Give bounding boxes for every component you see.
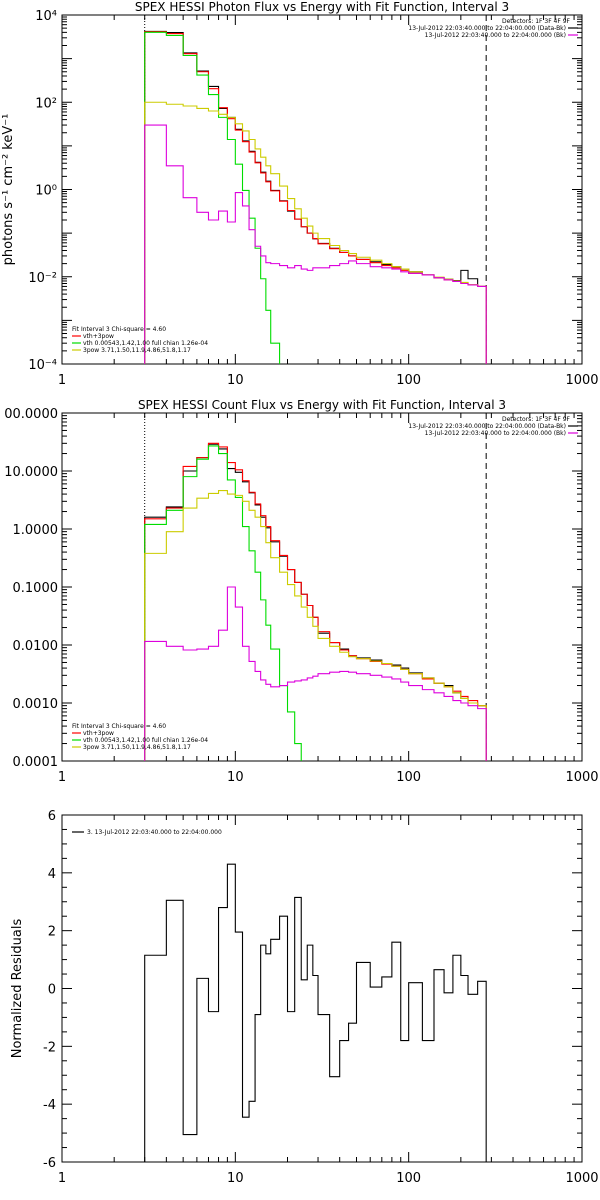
y-tick-label: -4 [43, 1098, 56, 1113]
y-tick-label: 2 [48, 925, 56, 940]
legend-fit-interval: Fit Interval 3 Chi-square = 4.60 [72, 723, 166, 730]
series-line-3pow [144, 101, 487, 364]
series-group [144, 863, 487, 1162]
y-tick-label: 0.0001 [13, 755, 59, 770]
x-tick-label: 10 [227, 373, 244, 388]
y-tick-label: 0.1000 [13, 581, 59, 596]
x-tick-label: 100 [396, 770, 421, 785]
y-tick-label: -6 [43, 1156, 56, 1171]
y-tick-label: 10⁻⁴ [28, 358, 57, 373]
y-tick-label: 0.0010 [13, 697, 59, 712]
legend-interval-entry: 13-Jul-2012 22:03:40.000 to 22:04:00.000… [425, 32, 566, 39]
legend-fit-component: 3pow 3.71,1.50,11.9,4.86,51.8,1.17 [83, 347, 191, 354]
legend-fit-component: vth 0.00543,1.42,1.00 full chian 1.26e-0… [83, 737, 208, 744]
x-tick-label: 10 [227, 1171, 244, 1186]
y-tick-label: 6 [48, 809, 56, 824]
y-tick-label: 10⁴ [35, 9, 57, 24]
plot-frame [61, 412, 583, 762]
legend-fit-component: 3pow 3.71,1.50,11.9,4.86,51.8,1.17 [83, 744, 191, 751]
series-line-bk [144, 586, 487, 761]
chart-title: SPEX HESSI Photon Flux vs Energy with Fi… [135, 0, 509, 14]
y-axis-label: Normalized Residuals [10, 919, 25, 1059]
x-tick-label: 1000 [565, 1171, 598, 1186]
y-axis-label: photons s⁻¹ cm⁻² keV⁻¹ [1, 114, 16, 266]
x-tick-label: 1 [58, 770, 66, 785]
plot-frame [61, 14, 583, 365]
legend-fit-component: vth+3pow [83, 333, 114, 340]
y-tick-label: 10² [35, 96, 57, 111]
series-group [144, 30, 487, 364]
plot-frame [61, 814, 583, 1163]
legend-fit-component: vth 0.00543,1.42,1.00 full chian 1.26e-0… [83, 340, 208, 347]
x-tick-label: 1000 [565, 373, 598, 388]
series-line-bk [144, 124, 487, 364]
series-line-3pow [144, 490, 487, 761]
x-tick-label: 1 [58, 1171, 66, 1186]
series-line-data-bk [144, 30, 487, 364]
x-tick-label: 100 [396, 373, 421, 388]
x-tick-label: 10 [227, 770, 244, 785]
legend-interval-entry: 13-Jul-2012 22:03:40.000 to 22:04:00.000… [408, 423, 566, 430]
x-tick-label: 1 [58, 373, 66, 388]
legend-fit-component: vth+3pow [83, 730, 114, 737]
series-group [144, 442, 487, 761]
y-tick-label: 10.0000 [4, 465, 58, 480]
legend-interval-entry: 13-Jul-2012 22:03:40.000 to 22:04:00.000… [425, 430, 566, 437]
legend-fit-interval: Fit Interval 3 Chi-square = 4.60 [72, 326, 166, 333]
series-line-vth-3pow [144, 31, 487, 364]
legend-detectors: Detectors: 1F 3F 4F 9F [502, 18, 571, 25]
y-tick-label: 10⁰ [35, 184, 57, 199]
series-line-vth [144, 445, 302, 761]
y-tick-label: 0.0100 [13, 639, 59, 654]
x-tick-label: 100 [396, 1171, 421, 1186]
legend-interval-entry: 13-Jul-2012 22:03:40.000 to 22:04:00.000… [408, 25, 566, 32]
y-tick-label: 00.0000 [4, 407, 58, 422]
legend-residual-interval: 3. 13-Jul-2012 22:03:40.000 to 22:04:00.… [87, 829, 222, 836]
y-tick-label: -2 [43, 1040, 56, 1055]
y-tick-label: 10⁻² [28, 271, 57, 286]
legend-detectors: Detectors: 1F 3F 4F 9F [502, 416, 571, 423]
series-line-data-bk [144, 443, 487, 761]
x-tick-label: 1000 [565, 770, 598, 785]
y-tick-label: 4 [48, 867, 56, 882]
series-line-residuals [144, 863, 487, 1162]
series-line-vth-3pow [144, 442, 487, 761]
y-tick-label: 0 [48, 983, 56, 998]
y-tick-label: 1.0000 [13, 523, 59, 538]
chart-title: SPEX HESSI Count Flux vs Energy with Fit… [138, 398, 506, 412]
series-line-vth [144, 31, 281, 364]
